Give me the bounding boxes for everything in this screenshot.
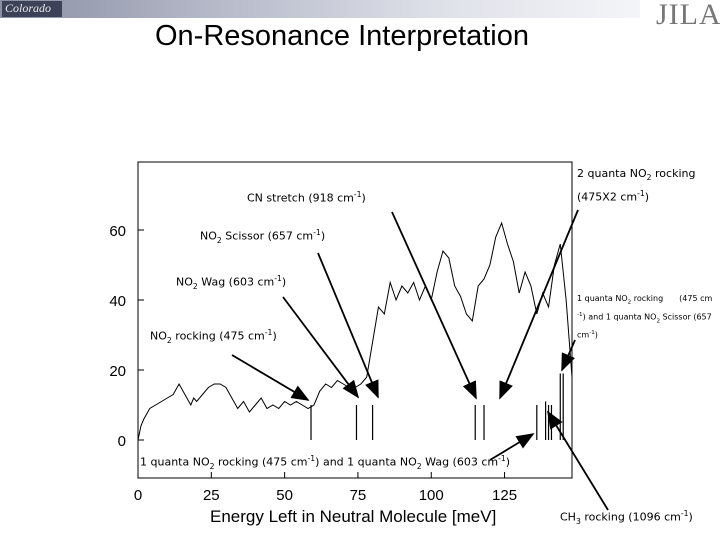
university-logo: Colorado [2,1,62,17]
x-tick-label: 100 [419,487,444,504]
jila-logo: JILA [656,0,720,31]
annotation-combo-scissor: 1 quanta NO2 rocking (475 cm -1) and 1 qu… [577,294,713,340]
annotation-ch3-rocking: CH3 rocking (1096 cm-1) [560,509,693,526]
annotation-no2-wag: NO2 Wag (603 cm-1) [176,274,287,291]
x-tick-label: 50 [276,487,293,504]
annotation-combo-wag: 1 quanta NO2 rocking (475 cm-1) and 1 qu… [140,454,511,471]
annotation-no2-scissor: NO2 Scissor (657 cm-1) [200,228,326,245]
y-tick-label: 20 [109,363,126,380]
x-tick-label: 0 [134,487,142,504]
slide-title: On-Resonance Interpretation [155,20,529,52]
y-tick-label: 0 [118,433,126,450]
plot-frame [137,161,573,479]
arrow-combo-wag [489,433,535,461]
annotation-no2-rocking: NO2 rocking (475 cm-1) [150,328,277,345]
x-tick-label: 75 [350,487,367,504]
x-tick-label: 25 [203,487,220,504]
annotation-two-quanta-rocking: 2 quanta NO2 rocking (475X2 cm-1) [577,167,696,204]
arrow-combo-scissor [561,339,576,372]
y-tick-label: 40 [109,293,126,310]
arrow-no2-rocking [231,354,310,401]
y-tick-label: 60 [109,223,126,240]
annotation-cn-stretch: CN stretch (918 cm-1) [247,190,366,205]
arrow-ch3-rocking [547,410,609,511]
header-bar [0,0,640,18]
arrow-no2-wag [282,296,360,399]
arrow-no2-scissor [317,252,379,399]
x-tick-label: 125 [492,487,517,504]
arrow-two-quanta [499,209,579,400]
arrow-cn-stretch [391,211,477,400]
x-axis-label: Energy Left in Neutral Molecule [meV] [210,507,497,526]
